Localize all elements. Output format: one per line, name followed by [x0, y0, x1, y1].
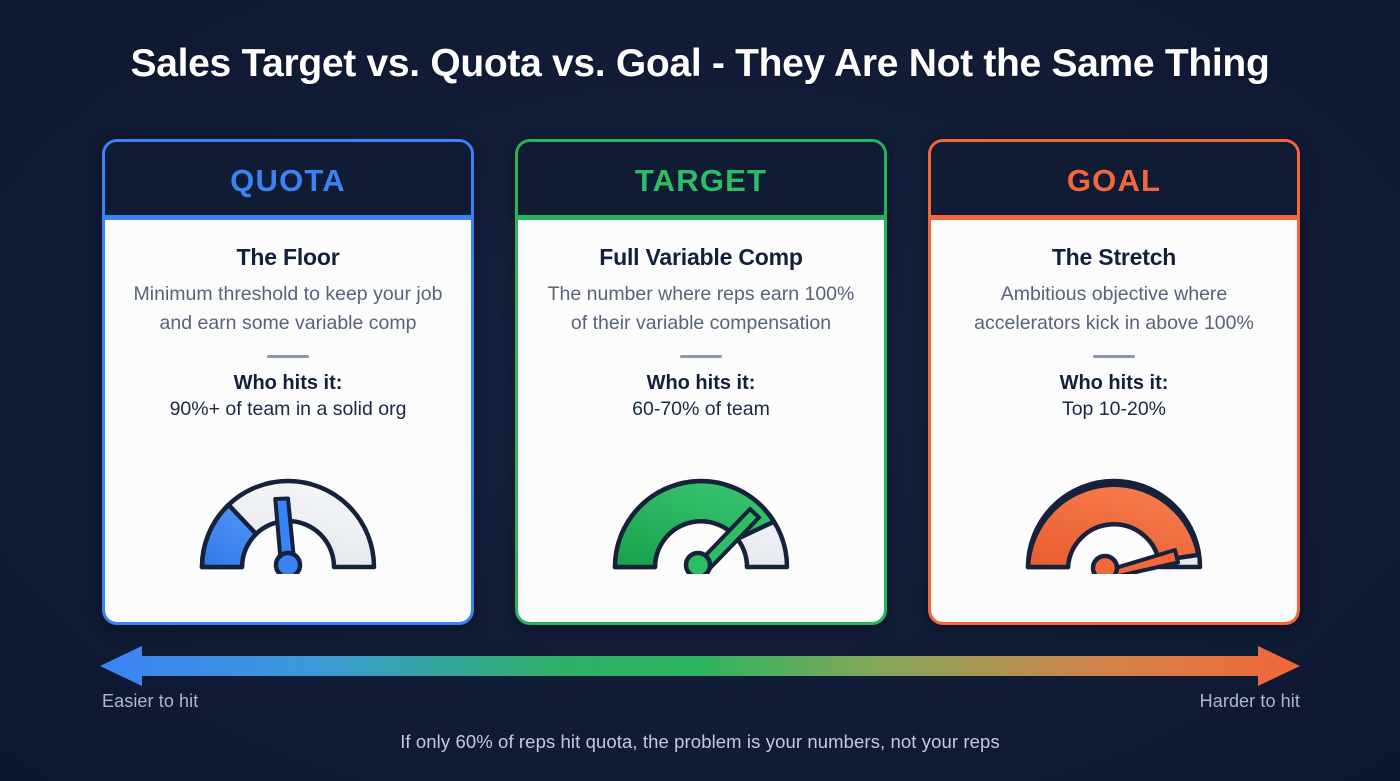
scale-labels: Easier to hit Harder to hit [102, 691, 1300, 712]
footnote: If only 60% of reps hit quota, the probl… [400, 731, 1000, 752]
difficulty-arrow-icon [100, 646, 1300, 686]
gauge-icon [612, 479, 790, 575]
card-quota-header: QUOTA [105, 142, 471, 220]
scale-label-left: Easier to hit [102, 691, 199, 711]
page-header: Sales Target vs. Quota vs. Goal - They A… [0, 42, 1400, 87]
card-goal[interactable]: GOAL The Stretch Ambitious objective whe… [928, 139, 1300, 625]
card-quota-subtitle: The Floor [236, 244, 340, 270]
card-goal-header-label: GOAL [1066, 163, 1162, 198]
card-goal-subtitle: The Stretch [1051, 244, 1177, 270]
card-quota-divider [267, 354, 309, 358]
card-quota-body: The Floor Minimum threshold to keep your… [105, 220, 471, 622]
card-quota-description: Minimum threshold to keep your job and e… [133, 283, 443, 335]
card-quota-who-label: Who hits it: [233, 371, 343, 394]
difficulty-scale [98, 645, 1302, 687]
scale-label-right: Harder to hit [1199, 691, 1300, 711]
card-target-who-value: 60-70% of team [632, 397, 770, 420]
comparison-cards: QUOTA The Floor Minimum threshold to kee… [102, 139, 1300, 625]
card-quota-header-label: QUOTA [230, 163, 346, 198]
card-target[interactable]: TARGET Full Variable Comp The number whe… [515, 139, 887, 625]
card-goal-description: Ambitious objective where accelerators k… [974, 283, 1254, 335]
gauge-icon [199, 479, 377, 575]
card-goal-who-value: Top 10-20% [1061, 397, 1167, 420]
page-title: Sales Target vs. Quota vs. Goal - They A… [130, 42, 1270, 85]
card-quota-gauge-wrap [195, 437, 381, 613]
card-goal-gauge-wrap [1021, 437, 1207, 613]
card-target-divider [680, 354, 722, 358]
card-target-header-label: TARGET [634, 163, 768, 198]
gauge-icon [1025, 479, 1203, 575]
card-target-header: TARGET [518, 142, 884, 220]
card-goal-divider [1093, 354, 1135, 358]
card-quota[interactable]: QUOTA The Floor Minimum threshold to kee… [102, 139, 474, 625]
card-target-who-label: Who hits it: [646, 371, 756, 394]
card-target-subtitle: Full Variable Comp [599, 244, 803, 270]
card-goal-body: The Stretch Ambitious objective where ac… [931, 220, 1297, 622]
card-goal-header: GOAL [931, 142, 1297, 220]
card-target-description: The number where reps earn 100% of their… [547, 283, 855, 335]
card-target-body: Full Variable Comp The number where reps… [518, 220, 884, 622]
card-goal-who-label: Who hits it: [1059, 371, 1169, 394]
card-quota-who-value: 90%+ of team in a solid org [169, 397, 407, 420]
card-target-gauge-wrap [608, 437, 794, 613]
